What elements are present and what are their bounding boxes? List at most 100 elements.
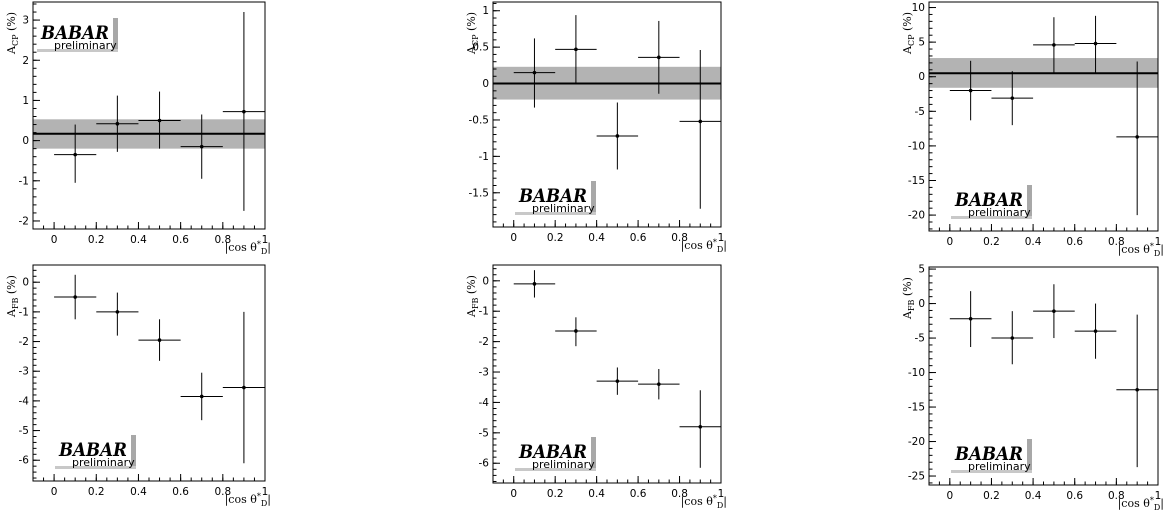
data-point [615,134,620,138]
y-tick-label: -10 [908,367,925,379]
data-point [157,118,162,123]
y-tick-label: 0 [22,135,29,147]
y-axis-label: AFB (%) [465,275,480,318]
y-tick-label: 0 [918,298,925,310]
x-tick-label: 0.2 [547,232,564,244]
x-tick-label: 0.6 [630,232,647,244]
x-axis-label: |cos θ*D| [681,494,727,510]
x-axis-label: |cos θ*D| [225,240,271,256]
x-tick-label: 1 [718,488,725,500]
y-tick-label: 0 [482,275,489,287]
logo-shadow-bar [1027,185,1032,219]
y-tick-label: -5 [915,106,925,118]
data-point [532,70,537,75]
data-point [1052,43,1056,47]
logo-shadow-bottom [515,212,596,215]
y-axis-label: AFB (%) [901,277,916,320]
data-point [1010,336,1015,340]
y-tick-label: 3 [22,15,29,27]
y-tick-label: -6 [19,455,30,467]
logo-background [515,181,591,215]
logo-preliminary-text: preliminary [72,456,135,469]
x-tick-label: 0.8 [671,488,688,500]
y-tick-label: -2 [479,336,489,348]
x-axis-label: |cos θ*D| [225,492,271,508]
logo-shadow-bar [113,18,118,52]
y-tick-label: -4 [479,397,490,409]
y-axis-label: ACP (%) [465,12,480,55]
y-tick-label: -20 [908,210,925,222]
y-tick-label: -2 [19,336,29,348]
y-axis-label: ACP (%) [901,12,916,55]
x-tick-label: 0 [510,488,517,500]
y-tick-label: 5 [918,37,925,49]
y-tick-label: 2 [22,55,29,67]
data-point [1093,329,1098,333]
y-tick-label: 10 [912,2,925,14]
x-tick-label: 1 [1155,236,1162,248]
y-axis-label: AFB (%) [5,275,20,318]
x-tick-label: 0.2 [88,234,105,246]
data-point [968,88,973,93]
x-tick-label: 0.8 [214,486,231,498]
y-tick-label: -2 [19,215,29,227]
y-tick-label: -5 [915,333,925,345]
data-point [242,109,246,114]
data-point [199,394,204,399]
y-tick-label: 0.5 [472,42,489,54]
y-tick-label: 0 [482,78,489,90]
logo-shadow-bottom [55,466,136,469]
y-tick-label: -6 [479,458,490,470]
logo-wordmark: BABAR [518,441,587,463]
y-axis-label: ACP (%) [5,12,20,55]
x-tick-label: 0.8 [1108,490,1125,502]
y-tick-label: -15 [908,402,925,414]
y-tick-label: -0.5 [469,114,490,126]
y-tick-label: 0 [918,71,925,83]
logo-wordmark: BABAR [58,439,127,461]
x-tick-label: 0.8 [1108,236,1125,248]
y-tick-label: -5 [479,427,489,439]
y-tick-label: 0 [22,277,29,289]
x-tick-label: 0.4 [130,486,147,498]
x-tick-label: 0 [946,236,953,248]
logo-shadow-bottom [37,49,118,52]
data-point [1135,135,1139,139]
y-tick-label: -5 [19,425,29,437]
logo-preliminary-text: preliminary [532,458,595,471]
logo-background [951,439,1027,473]
logo-shadow-bottom [951,470,1032,473]
logo-shadow-bar [591,181,596,215]
data-point [657,55,661,60]
x-tick-label: 0 [51,486,58,498]
y-tick-label: -20 [908,436,925,448]
y-tick-label: -4 [19,395,30,407]
data-point [968,316,973,321]
x-tick-label: 0.6 [1066,236,1083,248]
x-tick-label: 0.6 [172,234,189,246]
logo-preliminary-text: preliminary [54,39,117,52]
x-tick-label: 1 [1155,490,1162,502]
data-point [157,338,162,342]
x-tick-label: 0.8 [671,232,688,244]
data-point [1093,41,1098,46]
x-axis-label: |cos θ*D| [1118,242,1164,258]
data-point [73,295,77,299]
x-tick-label: 0.6 [630,488,647,500]
data-point [698,119,703,124]
x-tick-label: 0 [510,232,517,244]
data-point [1010,96,1015,100]
logo-shadow-bottom [951,216,1032,219]
logo-background [515,437,591,471]
